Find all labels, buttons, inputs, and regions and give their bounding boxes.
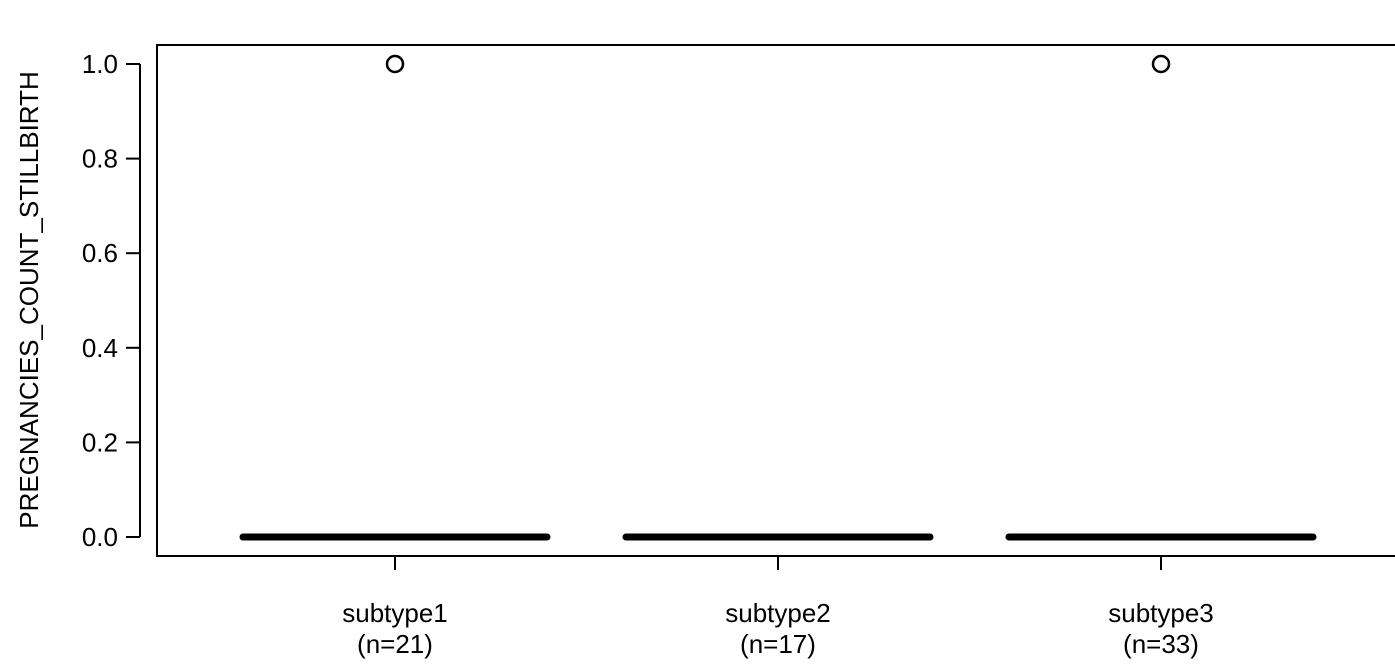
y-tick-label-3: 0.6: [82, 238, 118, 268]
x-tick-count-0: (n=21): [357, 629, 433, 659]
x-ticks: subtype1(n=21) subtype2(n=17) subtype3(n=3…: [342, 556, 1214, 659]
outlier-subtype3-0: [1151, 54, 1171, 74]
y-tick-label-4: 0.8: [82, 144, 118, 174]
y-tick-label-0: 0.0: [82, 522, 118, 552]
x-tick-count-2: (n=33): [1123, 629, 1199, 659]
y-ticks: 0.0 0.2 0.4 0.6 0.8 1.0: [82, 49, 140, 552]
y-axis-label: PREGNANCIES_COUNT_STILLBIRTH: [14, 71, 44, 529]
outlier-subtype1-0: [385, 54, 405, 74]
plot-frame: [156, 44, 1395, 557]
y-tick-label-2: 0.4: [82, 333, 118, 363]
y-tick-label-1: 0.2: [82, 427, 118, 457]
x-tick-count-1: (n=17): [740, 629, 816, 659]
x-tick-label-1: subtype2: [725, 598, 831, 628]
x-tick-label-0: subtype1: [342, 598, 448, 628]
boxes: [239, 54, 1317, 541]
y-tick-label-5: 1.0: [82, 49, 118, 79]
x-tick-label-2: subtype3: [1108, 598, 1214, 628]
